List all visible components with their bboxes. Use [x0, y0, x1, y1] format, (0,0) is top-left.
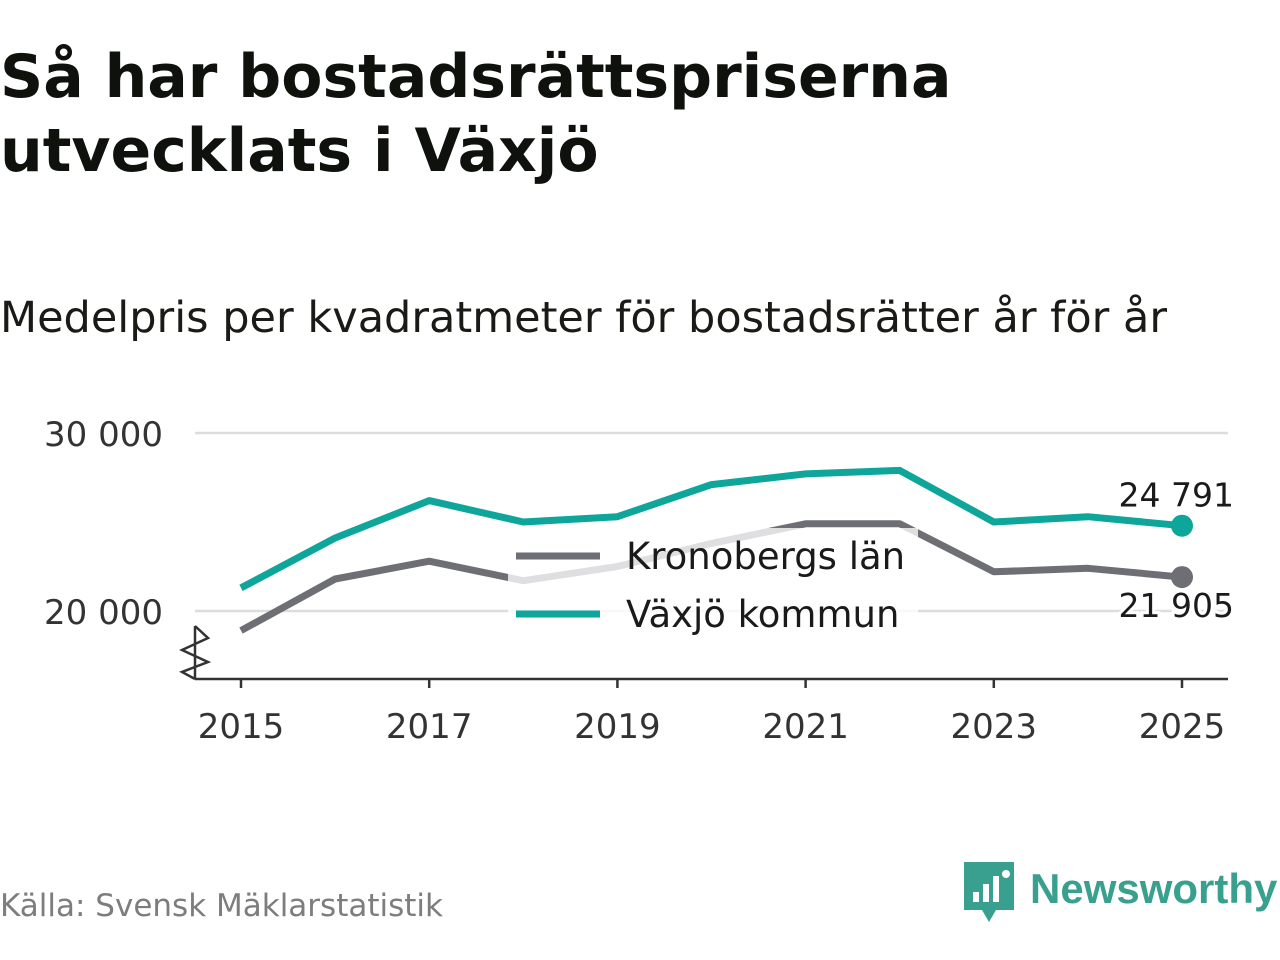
source-note: Källa: Svensk Mäklarstatistik — [0, 888, 443, 924]
axes: 20 000 30 000 2015 2017 2019 2021 2023 2025 — [44, 415, 1228, 747]
y-tick-label: 30 000 — [44, 415, 163, 455]
x-tick-label: 2021 — [762, 707, 849, 747]
axis-break-icon — [179, 625, 212, 681]
end-point-marker — [1171, 566, 1193, 589]
legend: Kronobergs län Växjö kommun — [508, 528, 918, 648]
end-value-label: 24 791 — [1119, 476, 1234, 515]
series-line — [239, 466, 1183, 591]
x-tick-label: 2023 — [951, 707, 1038, 747]
x-tick-label: 2019 — [574, 707, 661, 747]
chart-title: Så har bostadsrättspriserna utvecklats i… — [0, 42, 952, 186]
legend-background — [508, 528, 918, 648]
end-point-marker — [1171, 514, 1193, 537]
data-labels: 21 905 24 791 — [1116, 473, 1237, 628]
bar-chart-speech-bubble-icon — [964, 862, 1014, 922]
brand-name: Newsworthy — [1030, 865, 1278, 912]
legend-label: Kronobergs län — [626, 535, 905, 578]
chart-subtitle: Medelpris per kvadratmeter för bostadsrä… — [0, 293, 1168, 343]
brand-logo: Newsworthy — [964, 862, 1277, 926]
x-tick-label: 2015 — [198, 707, 285, 747]
y-tick-label: 20 000 — [44, 593, 163, 633]
x-tick-label: 2017 — [386, 707, 473, 747]
end-value-label: 21 905 — [1119, 586, 1234, 625]
legend-label: Växjö kommun — [626, 593, 899, 636]
x-tick-label: 2025 — [1139, 707, 1226, 747]
